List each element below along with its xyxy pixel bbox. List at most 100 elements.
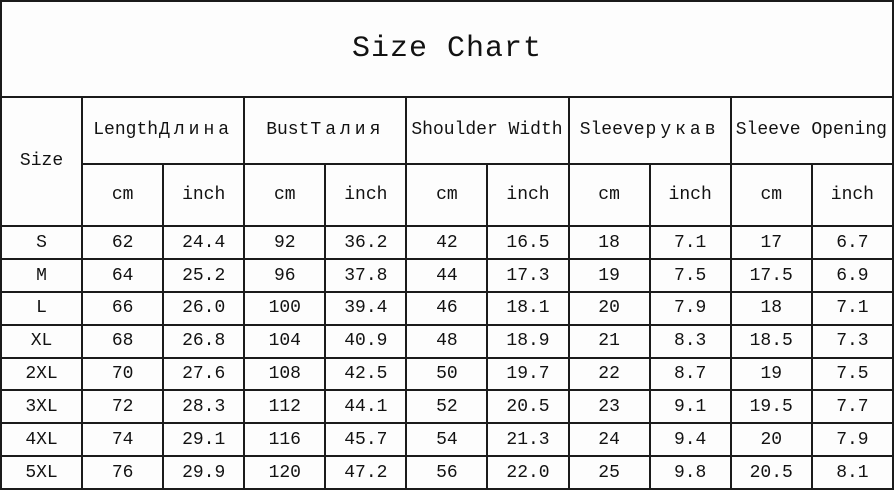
- unit-cell: cm: [243, 162, 327, 228]
- column-header-sleeve: Sleeveрукав: [567, 95, 732, 165]
- value-cell: 7.5: [648, 258, 732, 293]
- column-header-size: Size: [0, 95, 84, 228]
- column-header-bust: BustТалия: [243, 95, 408, 165]
- value-cell: 9.4: [648, 422, 732, 458]
- size-cell: 5XL: [0, 455, 84, 490]
- value-cell: 20.5: [729, 455, 813, 490]
- column-header-bust-ru: Талия: [310, 120, 385, 141]
- value-cell: 25.2: [162, 258, 246, 293]
- value-cell: 20: [567, 291, 651, 326]
- value-cell: 26.8: [162, 323, 246, 359]
- value-cell: 7.1: [648, 225, 732, 261]
- size-cell: L: [0, 291, 84, 326]
- value-cell: 48: [405, 323, 489, 359]
- table-row: 5XL 76 29.9 120 47.2 56 22.0 25 9.8 20.5 8.1: [0, 455, 894, 490]
- table-row: 3XL 72 28.3 112 44.1 52 20.5 23 9.1 19.5 7.7: [0, 389, 894, 425]
- value-cell: 17.5: [729, 258, 813, 293]
- title-row: Size Chart: [0, 0, 894, 98]
- column-header-bust-en: Bust: [266, 120, 310, 141]
- table-row: 4XL 74 29.1 116 45.7 54 21.3 24 9.4 20 7.9: [0, 422, 894, 458]
- value-cell: 92: [243, 225, 327, 261]
- size-rows: S 62 24.4 92 36.2 42 16.5 18 7.1 17 6.7 M 64 25.2 9…: [0, 225, 894, 490]
- value-cell: 26.0: [162, 291, 246, 326]
- column-header-sleeve-en: Sleeve: [579, 120, 645, 141]
- value-cell: 36.2: [324, 225, 408, 261]
- value-cell: 28.3: [162, 389, 246, 425]
- unit-cell: inch: [648, 162, 732, 228]
- size-cell: M: [0, 258, 84, 293]
- value-cell: 46: [405, 291, 489, 326]
- value-cell: 24: [567, 422, 651, 458]
- value-cell: 22: [567, 356, 651, 392]
- page-title: Size Chart: [0, 0, 894, 98]
- value-cell: 66: [81, 291, 165, 326]
- value-cell: 112: [243, 389, 327, 425]
- value-cell: 37.8: [324, 258, 408, 293]
- value-cell: 7.3: [810, 323, 894, 359]
- table-row: 2XL 70 27.6 108 42.5 50 19.7 22 8.7 19 7.5: [0, 356, 894, 392]
- unit-cell: cm: [567, 162, 651, 228]
- value-cell: 42.5: [324, 356, 408, 392]
- value-cell: 16.5: [486, 225, 570, 261]
- value-cell: 76: [81, 455, 165, 490]
- value-cell: 108: [243, 356, 327, 392]
- size-cell: 4XL: [0, 422, 84, 458]
- column-header-sleeve-ru: рукав: [645, 120, 720, 141]
- table-row: S 62 24.4 92 36.2 42 16.5 18 7.1 17 6.7: [0, 225, 894, 261]
- value-cell: 6.9: [810, 258, 894, 293]
- value-cell: 8.1: [810, 455, 894, 490]
- size-cell: 3XL: [0, 389, 84, 425]
- value-cell: 70: [81, 356, 165, 392]
- header-row-groups: Size LengthДлина BustТалия Shoulder Widt…: [0, 95, 894, 228]
- value-cell: 7.5: [810, 356, 894, 392]
- value-cell: 47.2: [324, 455, 408, 490]
- value-cell: 56: [405, 455, 489, 490]
- table-row: L 66 26.0 100 39.4 46 18.1 20 7.9 18 7.1: [0, 291, 894, 326]
- column-header-sleeve-opening: Sleeve Opening: [729, 95, 894, 165]
- value-cell: 116: [243, 422, 327, 458]
- value-cell: 18.5: [729, 323, 813, 359]
- value-cell: 18.9: [486, 323, 570, 359]
- value-cell: 62: [81, 225, 165, 261]
- value-cell: 18: [729, 291, 813, 326]
- value-cell: 21.3: [486, 422, 570, 458]
- size-cell: 2XL: [0, 356, 84, 392]
- value-cell: 24.4: [162, 225, 246, 261]
- value-cell: 19.7: [486, 356, 570, 392]
- unit-cell: cm: [729, 162, 813, 228]
- value-cell: 6.7: [810, 225, 894, 261]
- value-cell: 44: [405, 258, 489, 293]
- value-cell: 44.1: [324, 389, 408, 425]
- value-cell: 9.8: [648, 455, 732, 490]
- column-header-shoulder-width-en: Shoulder Width: [411, 120, 563, 141]
- unit-cell: cm: [81, 162, 165, 228]
- value-cell: 18: [567, 225, 651, 261]
- unit-cell: inch: [162, 162, 246, 228]
- value-cell: 7.7: [810, 389, 894, 425]
- value-cell: 19: [729, 356, 813, 392]
- unit-cell: inch: [486, 162, 570, 228]
- value-cell: 42: [405, 225, 489, 261]
- column-header-length: LengthДлина: [81, 95, 246, 165]
- value-cell: 22.0: [486, 455, 570, 490]
- value-cell: 27.6: [162, 356, 246, 392]
- value-cell: 40.9: [324, 323, 408, 359]
- value-cell: 18.1: [486, 291, 570, 326]
- value-cell: 68: [81, 323, 165, 359]
- value-cell: 21: [567, 323, 651, 359]
- value-cell: 8.7: [648, 356, 732, 392]
- value-cell: 72: [81, 389, 165, 425]
- table-row: M 64 25.2 96 37.8 44 17.3 19 7.5 17.5 6.9: [0, 258, 894, 293]
- value-cell: 8.3: [648, 323, 732, 359]
- value-cell: 52: [405, 389, 489, 425]
- value-cell: 120: [243, 455, 327, 490]
- column-header-shoulder-width: Shoulder Width: [405, 95, 570, 165]
- value-cell: 17.3: [486, 258, 570, 293]
- value-cell: 20.5: [486, 389, 570, 425]
- value-cell: 7.9: [648, 291, 732, 326]
- value-cell: 100: [243, 291, 327, 326]
- value-cell: 23: [567, 389, 651, 425]
- value-cell: 7.9: [810, 422, 894, 458]
- value-cell: 54: [405, 422, 489, 458]
